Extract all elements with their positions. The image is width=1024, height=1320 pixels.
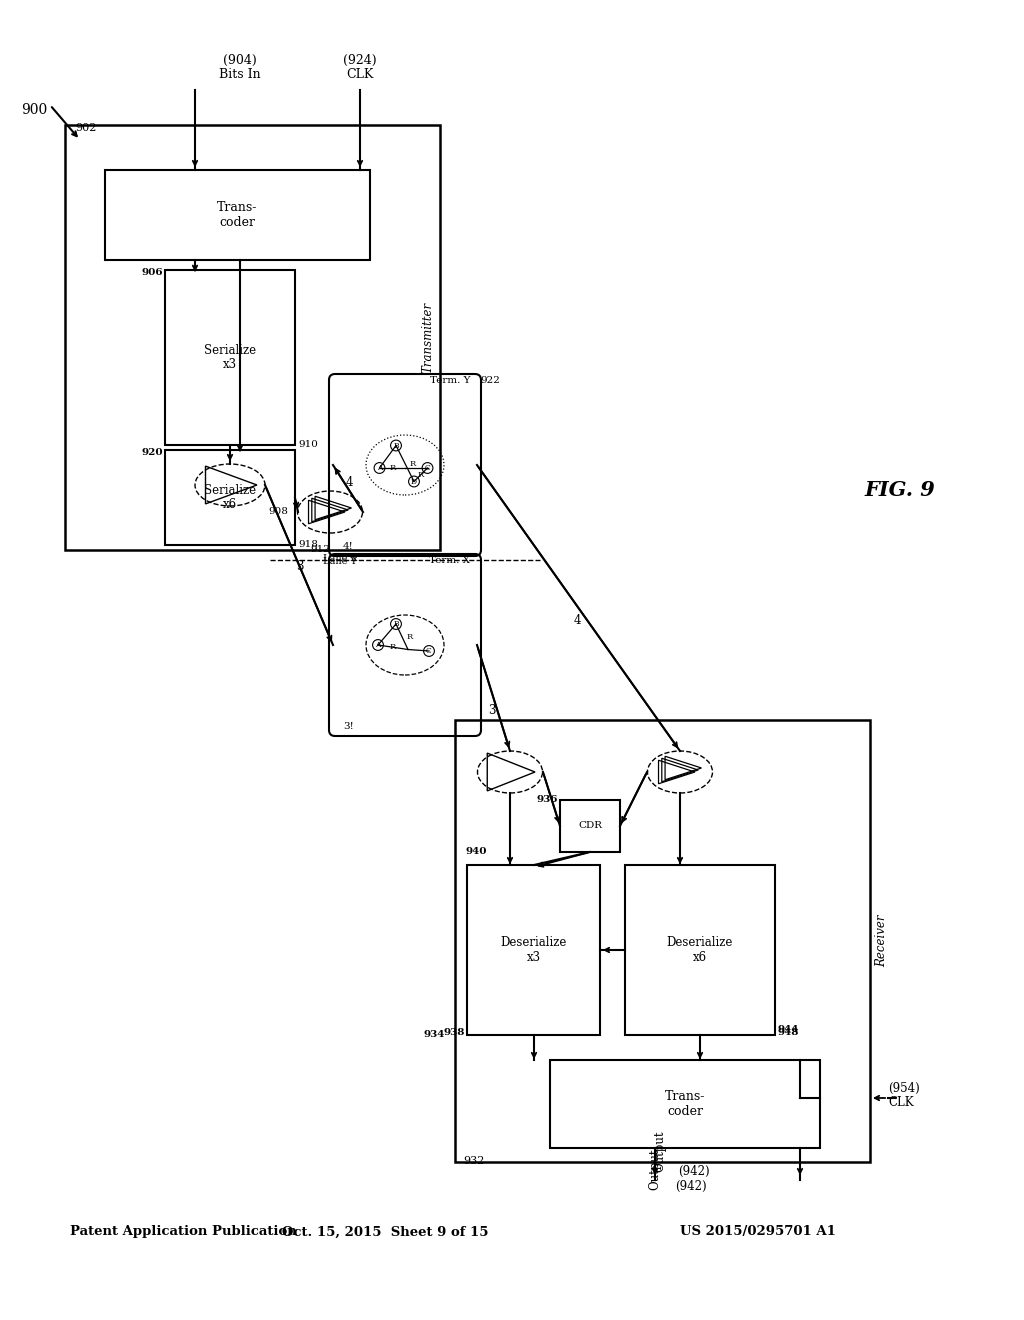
Bar xyxy=(165,450,295,545)
Text: B: B xyxy=(393,620,398,628)
Text: Lane X: Lane X xyxy=(323,554,357,564)
Text: Output: Output xyxy=(648,1148,662,1191)
Text: Oct. 15, 2015  Sheet 9 of 15: Oct. 15, 2015 Sheet 9 of 15 xyxy=(282,1225,488,1238)
Text: 908: 908 xyxy=(268,507,288,516)
Text: Receiver: Receiver xyxy=(876,915,889,968)
Bar xyxy=(550,1060,820,1148)
Text: R: R xyxy=(410,459,416,467)
Bar xyxy=(625,865,775,1035)
Text: 922: 922 xyxy=(480,376,500,385)
Circle shape xyxy=(422,462,433,474)
Circle shape xyxy=(374,462,385,474)
Text: US 2015/0295701 A1: US 2015/0295701 A1 xyxy=(680,1225,836,1238)
Circle shape xyxy=(390,440,401,451)
Text: 920: 920 xyxy=(141,447,163,457)
Text: Bits In: Bits In xyxy=(219,69,261,82)
Text: Output: Output xyxy=(653,1130,667,1172)
Text: 938: 938 xyxy=(443,1028,465,1038)
Text: 3!: 3! xyxy=(343,722,353,731)
Text: 900: 900 xyxy=(20,103,47,117)
Text: 940: 940 xyxy=(465,847,486,855)
Text: 948: 948 xyxy=(778,1028,800,1038)
Bar xyxy=(165,271,295,445)
Bar xyxy=(65,125,440,550)
Circle shape xyxy=(424,645,434,656)
Text: R: R xyxy=(407,632,414,640)
Bar xyxy=(560,800,620,851)
Text: 944: 944 xyxy=(778,1026,800,1034)
Text: R: R xyxy=(418,471,424,479)
Text: 4: 4 xyxy=(345,477,352,488)
Text: Deserialize
x6: Deserialize x6 xyxy=(667,936,733,964)
Text: Trans-
coder: Trans- coder xyxy=(217,201,258,228)
Text: Lane Y: Lane Y xyxy=(323,557,357,566)
Text: C: C xyxy=(426,647,432,655)
Text: Transmitter: Transmitter xyxy=(422,302,434,374)
Text: C: C xyxy=(425,465,430,473)
Text: 918: 918 xyxy=(298,540,317,549)
Text: Deserialize
x3: Deserialize x3 xyxy=(501,936,566,964)
Text: 3: 3 xyxy=(296,560,304,573)
Text: Serialize
x6: Serialize x6 xyxy=(204,483,256,511)
Text: Term. Y: Term. Y xyxy=(429,376,470,385)
Text: Serialize
x3: Serialize x3 xyxy=(204,343,256,371)
Text: R: R xyxy=(389,465,395,473)
Text: R: R xyxy=(390,643,396,651)
Text: 4: 4 xyxy=(573,614,581,627)
Text: (954): (954) xyxy=(888,1081,920,1094)
Text: CLK: CLK xyxy=(888,1096,913,1109)
Text: 932: 932 xyxy=(463,1156,484,1166)
Text: Trans-
coder: Trans- coder xyxy=(665,1090,706,1118)
Text: Term. X: Term. X xyxy=(429,556,470,565)
Text: 906: 906 xyxy=(141,268,163,277)
Circle shape xyxy=(373,640,383,651)
Text: 936: 936 xyxy=(537,795,558,804)
Text: (924): (924) xyxy=(343,54,377,66)
Bar xyxy=(455,719,870,1162)
Text: 3: 3 xyxy=(488,704,496,717)
Text: 910: 910 xyxy=(298,440,317,449)
Text: Patent Application Publication: Patent Application Publication xyxy=(70,1225,297,1238)
Text: CDR: CDR xyxy=(578,821,602,830)
Text: 902: 902 xyxy=(75,123,96,133)
Text: FIG. 9: FIG. 9 xyxy=(864,480,935,500)
Text: (942): (942) xyxy=(678,1166,710,1177)
Text: B: B xyxy=(393,441,398,450)
Text: 4!: 4! xyxy=(343,543,353,550)
Circle shape xyxy=(390,619,401,630)
Text: (942): (942) xyxy=(675,1180,707,1193)
Text: A: A xyxy=(377,465,382,473)
Text: D: D xyxy=(411,478,417,486)
Bar xyxy=(105,170,370,260)
Bar xyxy=(467,865,600,1035)
Text: 912: 912 xyxy=(310,545,330,554)
Circle shape xyxy=(409,477,420,487)
Text: A: A xyxy=(375,642,381,649)
Text: (904): (904) xyxy=(223,54,257,66)
Text: CLK: CLK xyxy=(346,69,374,82)
Text: 934: 934 xyxy=(424,1030,445,1039)
